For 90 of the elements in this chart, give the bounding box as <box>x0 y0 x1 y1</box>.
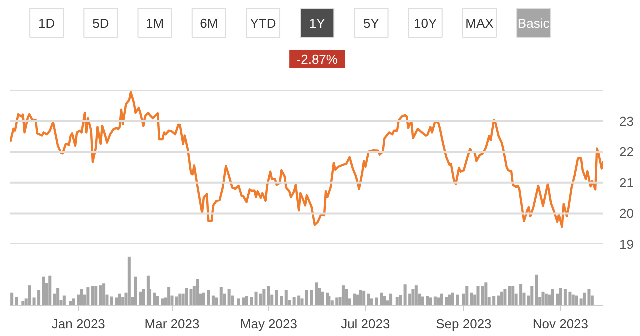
bar <box>434 296 437 306</box>
bar <box>128 256 131 306</box>
bar <box>122 297 125 306</box>
bar <box>153 292 156 306</box>
bar <box>80 289 84 306</box>
bar <box>497 296 500 306</box>
bar <box>215 298 218 306</box>
bar <box>396 297 399 306</box>
bar <box>542 292 545 306</box>
bar <box>10 292 14 306</box>
category-label: 1M <box>146 16 164 31</box>
category-label: 10Y <box>414 16 438 31</box>
bar <box>356 294 360 306</box>
bar <box>504 289 507 306</box>
bar <box>228 289 231 306</box>
bar <box>28 286 32 306</box>
y-tick-label: 20 <box>620 206 634 222</box>
bar <box>481 286 485 306</box>
category-label: 6M <box>200 16 218 31</box>
bar <box>91 286 94 306</box>
bar <box>390 294 393 306</box>
bar <box>22 301 25 306</box>
bar <box>476 286 480 306</box>
bar <box>572 294 575 306</box>
bar <box>62 296 66 306</box>
x-tick-label: Nov 2023 <box>532 316 589 332</box>
bar <box>56 288 60 306</box>
y-tick-label: 21 <box>620 175 634 190</box>
x-tick-label: Jan 2023 <box>52 316 106 332</box>
bar <box>15 297 18 306</box>
category-label: 1D <box>38 16 56 31</box>
category-label: 1Y <box>309 16 326 31</box>
bar <box>267 286 270 306</box>
category-label: Basic <box>518 16 550 31</box>
line-series <box>10 91 604 228</box>
bar <box>362 290 366 306</box>
bar <box>359 290 362 306</box>
bar <box>118 294 122 306</box>
bar <box>175 296 178 306</box>
bar <box>512 286 515 306</box>
bar <box>559 288 562 306</box>
bar <box>142 289 146 306</box>
category-label: 5Y <box>364 16 380 31</box>
bar <box>508 286 512 306</box>
bar <box>99 286 102 306</box>
bar <box>500 292 504 306</box>
bar <box>412 288 415 306</box>
bar <box>466 286 469 306</box>
category-label: 5D <box>92 16 110 31</box>
bar <box>178 294 182 306</box>
bar <box>544 294 548 306</box>
bar <box>530 286 534 306</box>
bar <box>212 296 215 306</box>
bar <box>342 286 345 306</box>
bar <box>429 298 432 306</box>
bar <box>284 290 288 306</box>
bar <box>305 290 309 306</box>
bar <box>484 282 488 306</box>
bar <box>414 286 418 306</box>
y-tick-label: 19 <box>620 237 634 252</box>
bar <box>168 287 171 306</box>
x-tick-label: Sep 2023 <box>436 316 492 332</box>
bar <box>102 284 106 306</box>
bar <box>470 292 474 306</box>
bar <box>328 296 331 306</box>
x-tick-label: Mar 2023 <box>144 316 200 332</box>
bar <box>94 286 98 306</box>
bar <box>345 289 348 306</box>
bar <box>86 288 90 306</box>
bar <box>42 276 46 306</box>
bar <box>383 296 386 306</box>
bar <box>367 294 370 306</box>
y-tick-label: 23 <box>620 114 634 129</box>
bar <box>196 279 200 306</box>
bar <box>448 294 452 306</box>
bar <box>48 276 52 306</box>
bar <box>535 274 538 306</box>
bar <box>300 298 304 306</box>
bar <box>220 287 223 306</box>
bar <box>262 288 266 306</box>
category-label: YTD <box>250 16 276 31</box>
bar <box>399 295 402 306</box>
category-label: MAX <box>466 16 494 31</box>
x-tick-label: Jul 2023 <box>341 316 390 332</box>
bar <box>575 296 578 306</box>
x-tick-label: May 2023 <box>240 316 298 332</box>
y-tick-label: 22 <box>620 144 634 160</box>
bar <box>69 301 72 306</box>
bar <box>437 298 440 306</box>
text: -2.87% <box>296 52 338 67</box>
